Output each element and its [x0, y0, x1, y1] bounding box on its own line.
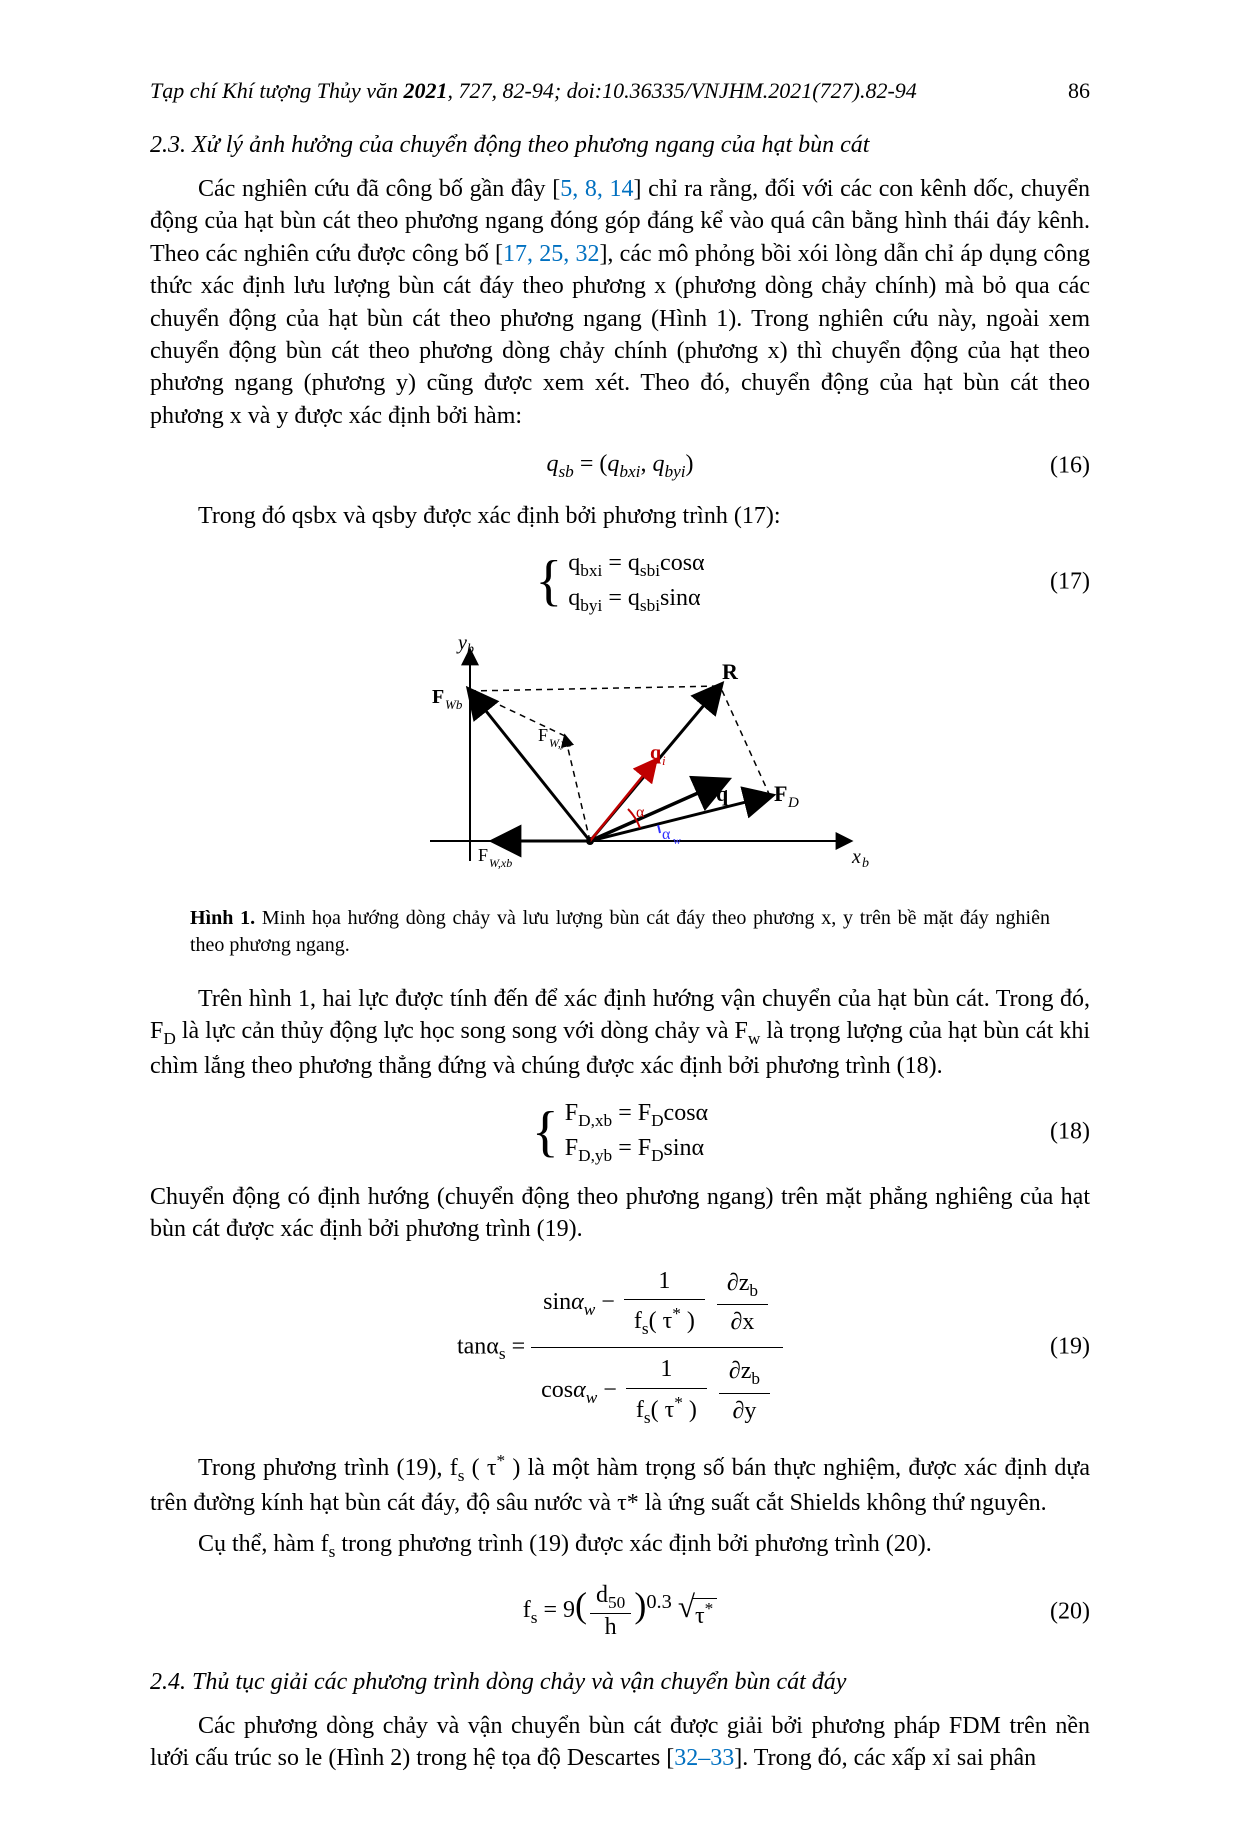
page-number: 86	[1068, 78, 1090, 104]
equation-20-number: (20)	[1050, 1598, 1090, 1625]
svg-text:F: F	[432, 686, 444, 708]
svg-text:b: b	[467, 642, 474, 657]
citation-17-25-32: 17, 25, 32	[503, 241, 599, 267]
figure-1: y b x b R F D q q i F Wb F W,yb F W,xb α…	[360, 631, 880, 891]
svg-text:α: α	[636, 804, 645, 821]
figure-1-caption-text: Minh họa hướng dòng chảy và lưu lượng bù…	[190, 907, 1050, 956]
section-2-4-heading: 2.4. Thủ tục giải các phương trình dòng …	[150, 1669, 1090, 1696]
after-fig-para-6: Cụ thể, hàm fs trong phương trình (19) đ…	[150, 1528, 1090, 1563]
equation-18-body: { FD,xb = FDcosα FD,yb = FDsinα	[532, 1097, 708, 1167]
citation-5-8-14: 5, 8, 14	[560, 176, 633, 202]
equation-17-number: (17)	[1050, 568, 1090, 595]
figure-1-svg: y b x b R F D q q i F Wb F W,yb F W,xb α…	[360, 631, 880, 891]
equation-18-number: (18)	[1050, 1118, 1090, 1145]
svg-text:q: q	[716, 781, 729, 806]
p1-part-c: ], các mô phỏng bồi xói lòng dẫn chỉ áp …	[150, 241, 1090, 429]
equation-19-number: (19)	[1050, 1334, 1090, 1361]
paper-page: Tạp chí Khí tượng Thủy văn 2021, 727, 82…	[0, 0, 1240, 1843]
svg-text:F: F	[478, 845, 488, 865]
section-2-3-para-1: Các nghiên cứu đã công bố gần đây [5, 8,…	[150, 173, 1090, 432]
equation-17: { qbxi = qsbicosα qbyi = qsbisinα (17)	[150, 547, 1090, 617]
journal-issue: , 727, 82-94; doi:10.36335/VNJHM.2021(72…	[448, 78, 917, 103]
equation-20-body: fs = 9(d50h)0.3 √τ*	[523, 1582, 717, 1641]
equation-16-body: qsb = (qbxi, qbyi)	[546, 451, 693, 482]
journal-year: 2021	[404, 78, 448, 103]
svg-text:D: D	[787, 795, 799, 811]
after-fig-para-3: Trên hình 1, hai lực được tính đến để xá…	[150, 983, 1090, 1083]
figure-1-caption-lead: Hình 1.	[190, 907, 255, 929]
section-2-3-heading: 2.3. Xử lý ảnh hưởng của chuyển động the…	[150, 132, 1090, 159]
p1-part-a: Các nghiên cứu đã công bố gần đây [	[198, 176, 560, 202]
equation-19: tanαs = sinαw − 1fs( τ* ) ∂zb∂x cosαw − …	[150, 1260, 1090, 1436]
equation-20: fs = 9(d50h)0.3 √τ* (20)	[150, 1577, 1090, 1647]
equation-19-body: tanαs = sinαw − 1fs( τ* ) ∂zb∂x cosαw − …	[457, 1260, 783, 1436]
journal-name: Tạp chí Khí tượng Thủy văn	[150, 78, 404, 103]
svg-text:W,xb: W,xb	[489, 856, 512, 870]
figure-1-caption: Hình 1. Minh họa hướng dòng chảy và lưu …	[190, 905, 1050, 959]
svg-text:F: F	[774, 781, 787, 806]
section-2-3-para-2: Trong đó qsbx và qsby được xác định bởi …	[150, 500, 1090, 532]
s24-p1-b: ]. Trong đó, các xấp xỉ sai phân	[734, 1745, 1036, 1771]
svg-text:i: i	[662, 753, 666, 768]
after-fig-para-5: Trong phương trình (19), fs ( τ* ) là mộ…	[150, 1449, 1090, 1520]
equation-17-body: { qbxi = qsbicosα qbyi = qsbisinα	[535, 547, 704, 617]
svg-text:F: F	[538, 725, 548, 745]
svg-text:W,yb: W,yb	[549, 736, 572, 750]
left-brace-icon: {	[535, 556, 562, 606]
running-header: Tạp chí Khí tượng Thủy văn 2021, 727, 82…	[150, 78, 1090, 104]
svg-text:y: y	[456, 632, 467, 654]
citation-32-33: 32–33	[674, 1745, 734, 1771]
equation-16-number: (16)	[1050, 453, 1090, 480]
after-fig-para-4: Chuyển động có định hướng (chuyển động t…	[150, 1181, 1090, 1246]
svg-text:Wb: Wb	[445, 697, 463, 712]
svg-text:w: w	[673, 835, 681, 847]
left-brace-icon-18: {	[532, 1107, 559, 1157]
equation-16: qsb = (qbxi, qbyi) (16)	[150, 446, 1090, 486]
svg-text:x: x	[851, 846, 861, 868]
svg-text:q: q	[650, 742, 661, 764]
svg-text:α: α	[662, 826, 671, 843]
svg-text:R: R	[722, 659, 739, 684]
section-2-4-para-1: Các phương dòng chảy và vận chuyển bùn c…	[150, 1710, 1090, 1775]
equation-18: { FD,xb = FDcosα FD,yb = FDsinα (18)	[150, 1097, 1090, 1167]
svg-text:b: b	[862, 856, 869, 871]
